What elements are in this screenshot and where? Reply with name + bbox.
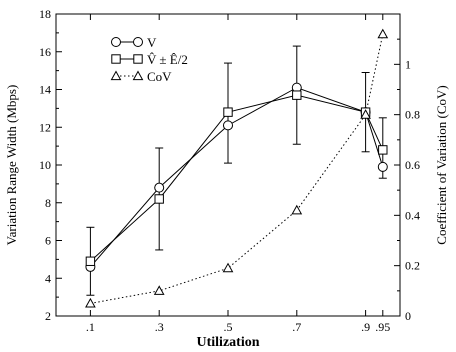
y2-axis-title: Coefficient of Variation (CoV) bbox=[434, 85, 449, 244]
series-line-triangle bbox=[90, 34, 384, 304]
legend-marker-circle bbox=[133, 37, 143, 47]
y2-tick-label: 0.8 bbox=[405, 108, 420, 122]
series-layer bbox=[85, 28, 389, 308]
data-point-circle bbox=[154, 182, 165, 193]
legend-marker-circle bbox=[111, 37, 121, 47]
y-tick-label: 6 bbox=[45, 234, 51, 248]
y-tick-label: 2 bbox=[45, 309, 51, 323]
y-tick-label: 16 bbox=[39, 45, 51, 59]
series-markers-circle bbox=[85, 82, 388, 272]
data-point-square bbox=[223, 107, 233, 117]
y2-tick-label: 0.4 bbox=[405, 208, 420, 222]
y-axis-title: Variation Range Width (Mbps) bbox=[4, 85, 19, 246]
y2-tick-label: 0.2 bbox=[405, 259, 420, 273]
y2-tick-label: 0.6 bbox=[405, 158, 420, 172]
x-tick-label: .3 bbox=[155, 320, 164, 334]
series-line-circle bbox=[90, 87, 384, 268]
y-tick-label: 18 bbox=[39, 7, 51, 21]
y-tick-label: 14 bbox=[39, 83, 51, 97]
y-tick-label: 4 bbox=[45, 271, 51, 285]
legend-marker-triangle bbox=[132, 70, 144, 81]
x-tick-label: .5 bbox=[224, 320, 233, 334]
data-point-triangle bbox=[222, 262, 234, 273]
x-tick-label: .95 bbox=[375, 320, 390, 334]
data-point-triangle bbox=[153, 285, 165, 295]
series-square bbox=[86, 45, 387, 296]
legend-marker-square bbox=[133, 54, 143, 64]
y2-tick-label: 1 bbox=[405, 57, 411, 71]
series-markers-triangle bbox=[85, 28, 389, 308]
y-tick-label: 10 bbox=[39, 158, 51, 172]
data-point-square bbox=[85, 256, 96, 266]
y-tick-label: 8 bbox=[45, 196, 51, 210]
x-tick-label: .7 bbox=[292, 320, 301, 334]
x-axis-title: Utilization bbox=[197, 335, 260, 350]
data-point-triangle bbox=[360, 109, 371, 119]
data-point-triangle bbox=[377, 28, 389, 39]
series-markers-square bbox=[85, 90, 388, 266]
data-point-square bbox=[378, 145, 388, 155]
legend: V V̂ ± Ê/2 CoV bbox=[110, 35, 188, 84]
legend-marker-square bbox=[111, 54, 121, 64]
data-point-triangle bbox=[85, 297, 96, 308]
y-tick-label: 12 bbox=[39, 120, 51, 134]
data-point-square bbox=[292, 90, 302, 100]
data-point-square bbox=[154, 194, 164, 204]
legend-label-triangle: CoV bbox=[147, 69, 172, 84]
series-circle bbox=[90, 87, 384, 268]
plot-area: 2 4 6 8 10 12 14 16 18 0 0.2 0.4 0.6 0.8 1 .1 .3 .5 .7 .9 .9… bbox=[39, 7, 420, 334]
data-point-triangle bbox=[291, 204, 303, 215]
y2-tick-label: 0 bbox=[405, 309, 411, 323]
series-triangle bbox=[90, 34, 384, 304]
x-tick-label: .1 bbox=[86, 320, 95, 334]
x-tick-label: .9 bbox=[361, 320, 370, 334]
legend-label-square: V̂ ± Ê/2 bbox=[147, 52, 188, 67]
data-point-circle bbox=[377, 161, 388, 172]
legend-label-circle: V bbox=[147, 35, 157, 50]
data-point-circle bbox=[223, 120, 233, 131]
legend-marker-triangle bbox=[110, 70, 122, 81]
